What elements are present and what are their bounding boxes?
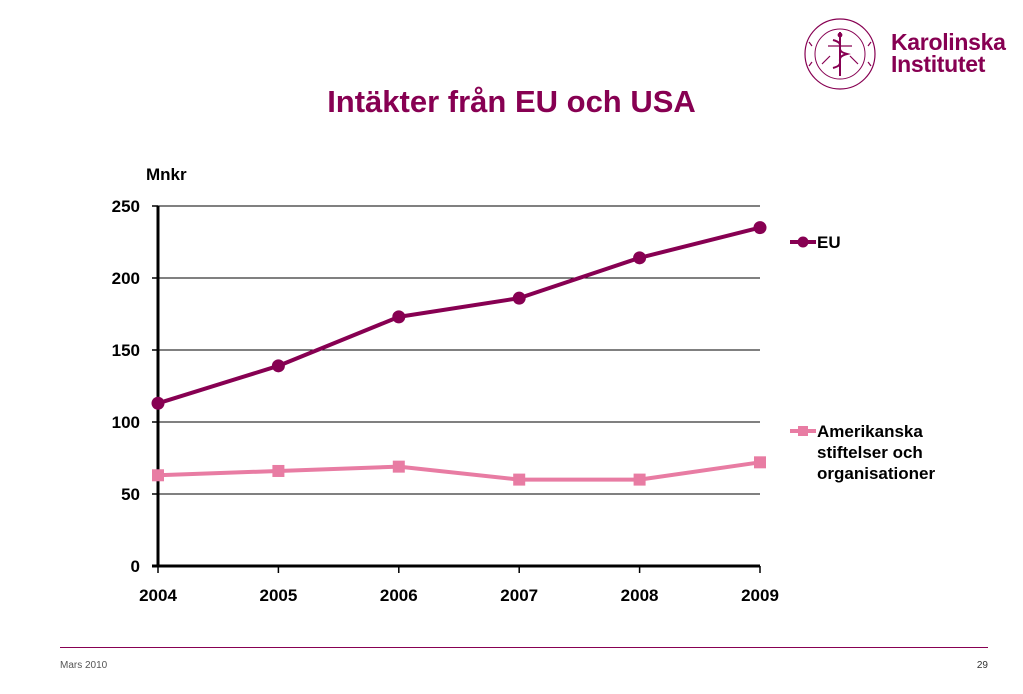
data-point-1-2004	[152, 469, 164, 482]
legend-swatch-0	[790, 236, 816, 248]
y-tick-label-100: 100	[112, 413, 140, 432]
footer-date: Mars 2010	[60, 660, 108, 671]
legend-swatch-1	[790, 426, 816, 436]
y-tick-label-50: 50	[121, 485, 140, 504]
x-tick-label-2008: 2008	[621, 586, 659, 605]
data-point-0-2009	[753, 221, 767, 235]
karolinska-logo: Karolinska Institutet	[800, 16, 1006, 92]
y-tick-label-150: 150	[112, 341, 140, 360]
data-point-0-2004	[151, 396, 165, 410]
y-tick-label-250: 250	[112, 197, 140, 216]
ki-seal-icon	[804, 18, 876, 90]
y-tick-label-200: 200	[112, 269, 140, 288]
legend-label-1: Amerikanska stiftelser och organisatione…	[817, 422, 936, 483]
footer-divider	[60, 647, 988, 648]
data-point-0-2005	[271, 359, 285, 373]
x-tick-label-2004: 2004	[139, 586, 177, 605]
chart-series	[151, 221, 767, 486]
legend-label-0: EU	[817, 233, 841, 252]
x-tick-label-2007: 2007	[500, 586, 538, 605]
logo-line-2: Institutet	[891, 51, 986, 77]
slide-title: Intäkter från EU och USA	[327, 84, 696, 119]
x-tick-label-2005: 2005	[259, 586, 297, 605]
series-0	[151, 221, 767, 410]
data-point-1-2005	[272, 464, 285, 477]
data-point-0-2006	[392, 310, 406, 324]
data-point-0-2007	[512, 291, 526, 305]
line-chart: 0 50 100 150 200 250 2004 2005 2006 2007 2008 2009…	[112, 165, 779, 605]
chart-axes	[152, 205, 761, 573]
chart-grid	[158, 205, 760, 495]
x-tick-label-2006: 2006	[380, 586, 418, 605]
data-point-1-2009	[754, 456, 766, 469]
data-point-1-2008	[633, 473, 646, 486]
x-tick-labels: 2004 2005 2006 2007 2008 2009	[139, 586, 779, 605]
series-line-0	[157, 225, 761, 406]
series-line-1	[157, 460, 761, 482]
data-point-0-2008	[633, 251, 647, 265]
page-number: 29	[976, 660, 988, 671]
series-1	[152, 456, 766, 486]
y-tick-labels: 0 50 100 150 200 250	[112, 197, 140, 576]
logo-line-1: Karolinska	[891, 29, 1006, 55]
y-axis-label: Mnkr	[146, 165, 187, 184]
data-point-1-2007	[513, 473, 526, 486]
x-tick-label-2009: 2009	[741, 586, 779, 605]
logo-wordmark: Karolinska Institutet	[891, 29, 1006, 77]
data-point-1-2006	[392, 460, 405, 473]
y-tick-label-0: 0	[131, 557, 140, 576]
